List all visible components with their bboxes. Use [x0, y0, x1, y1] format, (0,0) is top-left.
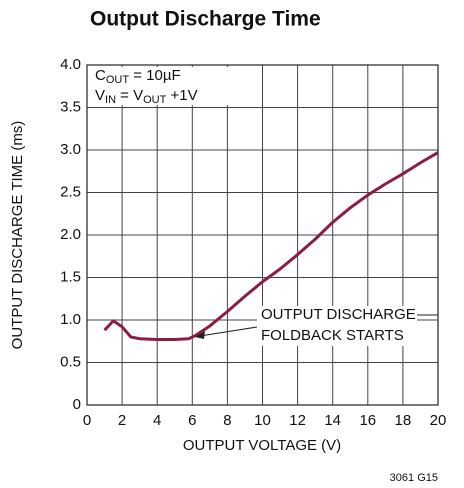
- y-tick-label: 3.0: [60, 141, 81, 158]
- arrow-head: [195, 331, 205, 339]
- x-tick-label: 16: [359, 412, 376, 429]
- footnote: 3061 G15: [390, 472, 438, 484]
- condition-text: = V: [116, 87, 143, 104]
- y-tick-label: 3.5: [60, 98, 81, 115]
- condition: COUT = 10µF: [95, 67, 181, 86]
- y-tick-label: 0.5: [60, 353, 81, 370]
- y-tick-label: 0: [73, 396, 81, 413]
- conditions-bg: [89, 67, 234, 105]
- condition-text: V: [95, 87, 105, 104]
- plot-frame: [86, 64, 439, 406]
- subscript: OUT: [106, 74, 130, 86]
- callout-bg: [257, 306, 417, 346]
- x-tick-label: 6: [188, 412, 196, 429]
- x-tick-label: 14: [324, 412, 341, 429]
- x-tick-label: 18: [395, 412, 412, 429]
- condition: VIN = VOUT +1V: [95, 87, 198, 106]
- callout-arrow: [199, 326, 258, 337]
- x-tick-label: 2: [118, 412, 126, 429]
- chart-title: Output Discharge Time: [90, 8, 321, 31]
- x-tick-label: 0: [83, 412, 91, 429]
- y-tick-label: 1.0: [60, 311, 81, 328]
- y-tick-label: 2.5: [60, 183, 81, 200]
- subscript: IN: [105, 94, 116, 106]
- y-axis-label: OUTPUT DISCHARGE TIME (ms): [9, 121, 26, 350]
- condition-text: = 10µF: [129, 67, 181, 84]
- x-tick-label: 10: [254, 412, 271, 429]
- x-tick-label: 4: [153, 412, 161, 429]
- condition-text: +1V: [166, 87, 197, 104]
- condition-text: C: [95, 67, 106, 84]
- y-tick-label: 1.5: [60, 268, 81, 285]
- x-axis-label: OUTPUT VOLTAGE (V): [183, 437, 341, 454]
- callout: OUTPUT DISCHARGE: [261, 306, 416, 323]
- x-tick-label: 12: [289, 412, 306, 429]
- data-line: [103, 151, 439, 342]
- subscript: OUT: [143, 94, 167, 106]
- x-tick-label: 8: [223, 412, 231, 429]
- y-tick-label: 4.0: [60, 56, 81, 73]
- y-tick-label: 2.0: [60, 226, 81, 243]
- x-tick-label: 20: [430, 412, 447, 429]
- callout: FOLDBACK STARTS: [261, 327, 404, 344]
